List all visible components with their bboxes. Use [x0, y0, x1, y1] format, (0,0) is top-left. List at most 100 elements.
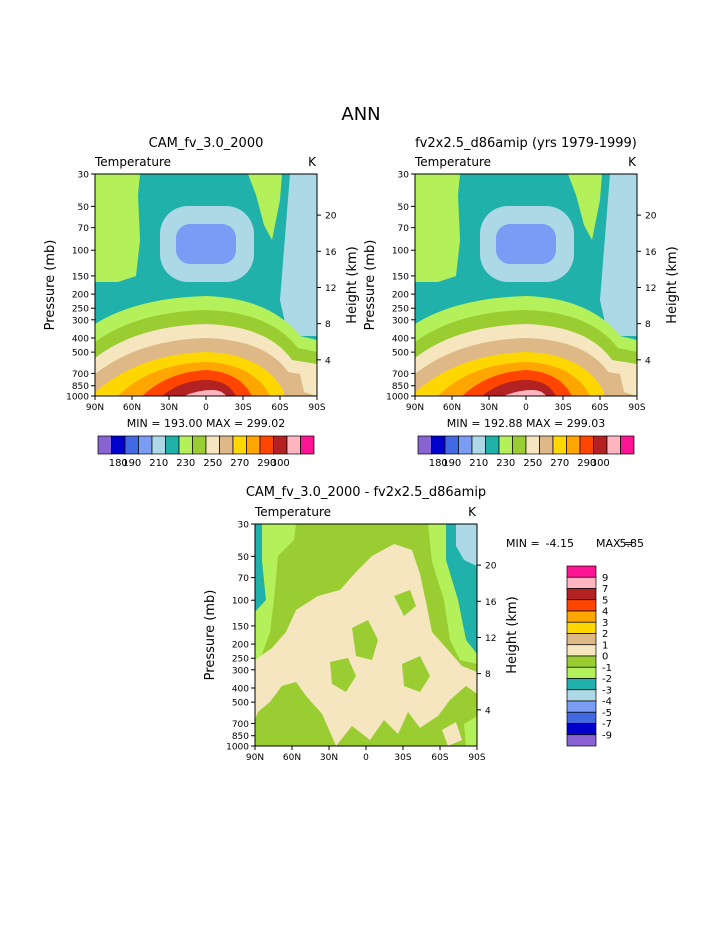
subtitle-right: K [628, 155, 637, 169]
colorbar-swatch [566, 435, 581, 455]
colorbar-swatch [566, 711, 597, 724]
colorbar-swatch [566, 576, 597, 589]
colorbar-label: 9 [602, 573, 608, 584]
colorbar-swatch [259, 435, 274, 455]
contour-field [255, 524, 477, 746]
y-tick-label: 300 [72, 316, 89, 326]
y-tick-label: 400 [392, 334, 409, 344]
y-tick-label: 250 [392, 305, 409, 315]
colorbar-label: 290 [577, 458, 596, 469]
colorbar-label: 230 [176, 458, 195, 469]
fill-200-cold-pole [600, 174, 637, 336]
subtitle-left: Temperature [414, 155, 491, 169]
colorbar-swatch [566, 666, 597, 679]
colorbar-label: 210 [469, 458, 488, 469]
colorbar-label: 250 [523, 458, 542, 469]
colorbar-swatch [431, 435, 446, 455]
fill-190-tropopause [176, 224, 236, 264]
colorbar-swatch [97, 435, 112, 455]
y-tick-label: 300 [392, 316, 409, 326]
colorbar-swatch [566, 588, 597, 601]
colorbar-swatch [124, 435, 139, 455]
fill-190-tropopause [496, 224, 556, 264]
colorbar-label: 190 [442, 458, 461, 469]
min-value: -4.15 [546, 537, 574, 550]
x-tick-label: 30S [234, 403, 251, 413]
colorbar-label: -2 [602, 674, 612, 685]
height-tick-label: 20 [325, 212, 337, 222]
x-tick-label: 30N [480, 403, 498, 413]
y-tick-label: 70 [78, 224, 90, 234]
max-label: MAX = [596, 537, 633, 550]
y-tick-label: 250 [232, 655, 249, 665]
colorbar-swatch [246, 435, 261, 455]
y-tick-label: 300 [232, 666, 249, 676]
colorbar-label: -5 [602, 708, 612, 719]
fill-minus1-island [394, 590, 416, 616]
colorbar-swatch [525, 435, 540, 455]
colorbar-label: 3 [602, 618, 608, 629]
y-tick-label: 200 [72, 291, 89, 301]
x-axis: 90N 60N 30N 0 30S 60S 90S [406, 396, 646, 413]
y-tick-label: 400 [72, 334, 89, 344]
x-tick-label: 30S [394, 753, 411, 763]
y-tick-label: 1000 [386, 393, 409, 403]
contour-field [95, 174, 317, 396]
x-tick-label: 0 [363, 753, 369, 763]
x-tick-label: 90N [86, 403, 104, 413]
colorbar-label: 290 [257, 458, 276, 469]
subtitle-right: K [468, 505, 477, 519]
y-tick-label: 700 [392, 370, 409, 380]
height-tick-label: 12 [485, 634, 496, 644]
y-tick-label: 1000 [66, 393, 89, 403]
y-axis-label: Pressure (mb) [363, 240, 378, 331]
fill-minus4 [456, 524, 477, 566]
colorbar-swatch [417, 435, 432, 455]
panel-title: CAM_fv_3.0_2000 [149, 136, 264, 151]
y-tick-label: 400 [232, 684, 249, 694]
contour-field [415, 174, 637, 396]
colorbar-label: 5 [602, 595, 608, 606]
y-tick-label: 50 [78, 203, 90, 213]
colorbar-label: 190 [122, 458, 141, 469]
height-tick-label: 4 [645, 356, 651, 366]
colorbar-swatch [566, 610, 597, 623]
y-tick-label: 200 [232, 641, 249, 651]
y-tick-label: 1000 [226, 743, 249, 753]
fill-220-upper [415, 174, 460, 282]
colorbar-label: -7 [602, 719, 612, 730]
y-tick-label: 850 [232, 732, 249, 742]
x-tick-label: 60S [431, 753, 448, 763]
colorbar-swatch [286, 435, 301, 455]
fill-200-cold-pole [280, 174, 317, 336]
min-label: MIN = [506, 537, 540, 550]
y-axis-right: 20 16 12 8 4 [317, 212, 337, 366]
fill-minus1-island [402, 656, 430, 692]
min-max-label: MIN = 192.88 MAX = 299.03 [447, 417, 605, 430]
colorbar-label: 210 [149, 458, 168, 469]
colorbar-swatch [485, 435, 500, 455]
fill-minus1-low [255, 682, 336, 746]
colorbar-swatch [566, 644, 597, 657]
y-axis-label: Pressure (mb) [43, 240, 58, 331]
x-tick-label: 30S [554, 403, 571, 413]
y-axis-label-right: Height (km) [505, 596, 520, 673]
y-tick-label: 150 [392, 272, 409, 282]
colorbar-swatch [165, 435, 180, 455]
x-tick-label: 90S [468, 753, 485, 763]
height-tick-label: 4 [485, 706, 491, 716]
fill-minus2-low [464, 716, 477, 746]
colorbar-swatch [566, 700, 597, 713]
colorbar-label: 230 [496, 458, 515, 469]
x-tick-label: 0 [523, 403, 529, 413]
colorbar-swatch [606, 435, 621, 455]
colorbar-swatch [566, 655, 597, 668]
colorbar-label: 4 [602, 607, 608, 618]
height-tick-label: 20 [485, 562, 497, 572]
colorbar-swatch [219, 435, 234, 455]
y-tick-label: 250 [72, 305, 89, 315]
colorbar-swatch [566, 565, 597, 578]
